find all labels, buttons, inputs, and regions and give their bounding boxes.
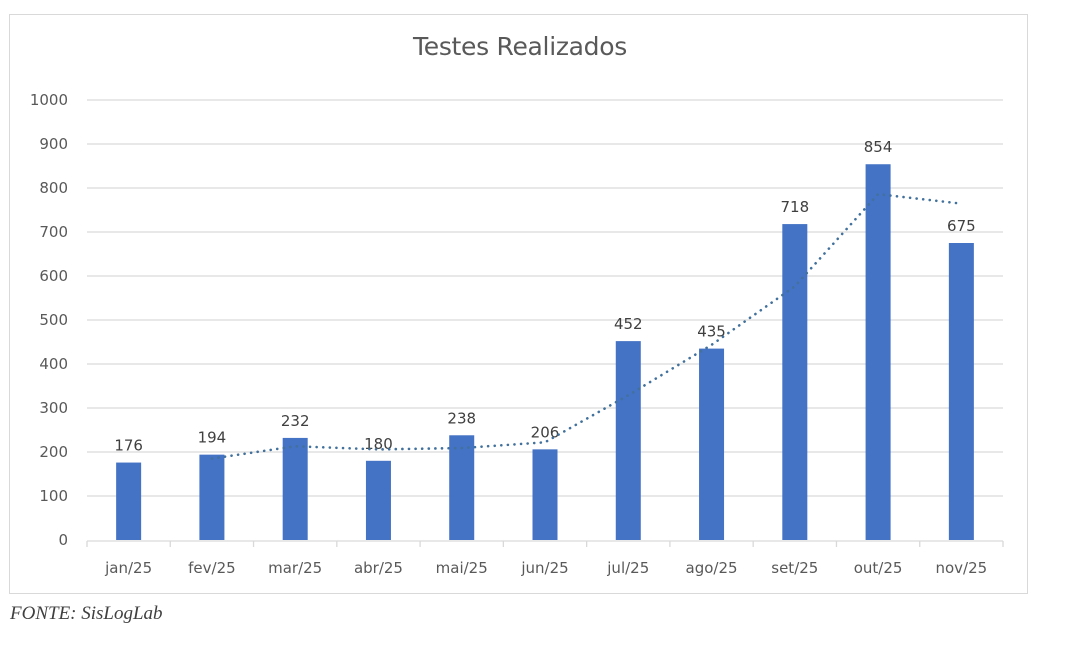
data-label: 452 [614,315,643,333]
data-label: 718 [780,198,809,216]
bar [282,437,308,540]
bar [532,449,558,540]
data-label: 435 [697,323,726,341]
data-label: 194 [198,429,227,447]
y-tick-label: 700 [39,223,68,241]
bar [782,224,808,540]
bar [199,454,225,540]
y-tick-label: 200 [39,443,68,461]
x-tick-label: mar/25 [268,559,322,577]
y-tick-label: 1000 [30,91,68,109]
data-label: 675 [947,217,976,235]
bar [865,164,891,541]
x-tick-label: set/25 [771,559,818,577]
x-tick-label: jan/25 [104,559,152,577]
bar [449,435,475,540]
chart-plot-area: 0 100 200 300 400 500 600 700 800 900 1000 176 jan/2… [30,91,1004,577]
x-tick-label: abr/25 [354,559,403,577]
y-tick-label: 0 [58,531,68,549]
chart-frame [9,14,1028,594]
data-label: 854 [864,138,893,156]
data-label: 180 [364,435,393,453]
y-tick-label: 400 [39,355,68,373]
bar [948,243,974,540]
x-tick-label: nov/25 [936,559,988,577]
x-tick-label: out/25 [854,559,903,577]
bar [615,341,641,540]
data-label: 232 [281,412,310,430]
x-tick-label: jul/25 [606,559,649,577]
y-tick-label: 500 [39,311,68,329]
x-tick-label: ago/25 [686,559,738,577]
y-tick-label: 300 [39,399,68,417]
data-label: 238 [447,409,476,427]
trendline [210,192,963,460]
y-tick-label: 800 [39,179,68,197]
y-tick-label: 600 [39,267,68,285]
data-label: 176 [114,437,143,455]
y-tick-label: 900 [39,135,68,153]
bar [699,348,725,540]
source-note: FONTE: SisLogLab [10,603,163,624]
x-tick-label: mai/25 [436,559,488,577]
bar [365,460,391,540]
y-tick-label: 100 [39,487,68,505]
x-tick-label: fev/25 [188,559,236,577]
bar [116,462,142,540]
chart-title: Testes Realizados [413,32,627,61]
data-label: 206 [531,423,560,441]
x-tick-label: jun/25 [520,559,568,577]
